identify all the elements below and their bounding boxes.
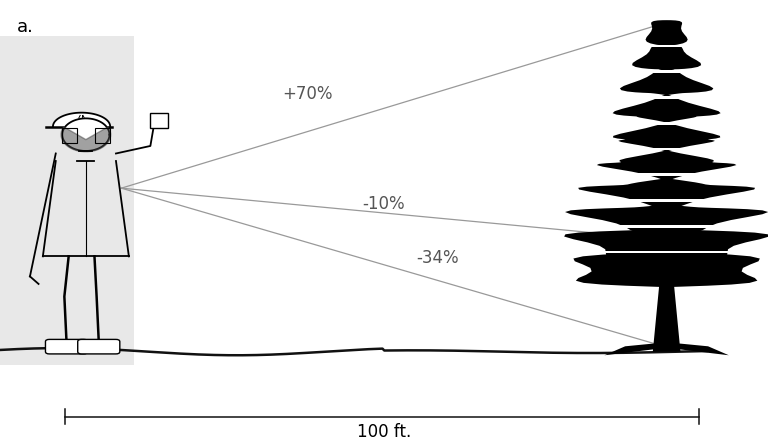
Bar — [577, 199, 756, 202]
Text: +70%: +70% — [282, 85, 333, 103]
Polygon shape — [620, 68, 713, 95]
Polygon shape — [61, 127, 111, 152]
Bar — [558, 250, 768, 253]
Polygon shape — [578, 175, 755, 210]
FancyBboxPatch shape — [78, 340, 120, 354]
Polygon shape — [62, 118, 110, 151]
Text: 100 ft.: 100 ft. — [357, 423, 411, 441]
Polygon shape — [565, 200, 768, 237]
Polygon shape — [646, 20, 687, 45]
Bar — [635, 44, 698, 47]
Polygon shape — [632, 43, 701, 70]
Bar — [625, 70, 708, 73]
Polygon shape — [574, 252, 760, 287]
Polygon shape — [597, 149, 737, 181]
Bar — [0, 36, 134, 365]
Bar — [587, 173, 746, 176]
Polygon shape — [564, 226, 768, 263]
FancyBboxPatch shape — [45, 340, 88, 354]
Polygon shape — [604, 344, 729, 355]
Bar — [596, 147, 737, 150]
Bar — [61, 129, 77, 143]
Bar — [567, 225, 766, 228]
Bar — [616, 96, 717, 99]
Bar — [151, 113, 167, 129]
Polygon shape — [613, 94, 720, 123]
Polygon shape — [613, 122, 720, 151]
Polygon shape — [653, 272, 680, 352]
Text: -10%: -10% — [362, 195, 406, 213]
Text: a.: a. — [17, 18, 34, 36]
Polygon shape — [53, 112, 110, 126]
Bar — [606, 122, 727, 125]
Text: -34%: -34% — [416, 249, 459, 267]
Bar — [95, 129, 110, 143]
